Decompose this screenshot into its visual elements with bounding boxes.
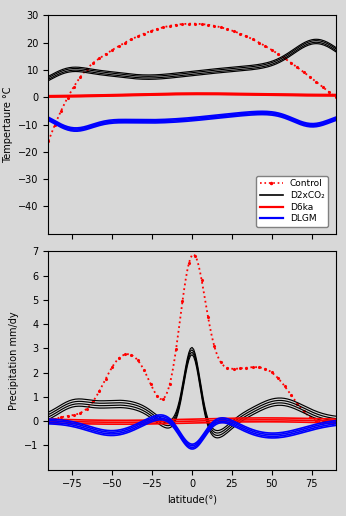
Y-axis label: Tempertaure °C: Tempertaure °C	[3, 86, 13, 163]
X-axis label: latitude(°): latitude(°)	[167, 495, 217, 505]
Legend: Control, D2xCO₂, D6ka, DLGM: Control, D2xCO₂, D6ka, DLGM	[256, 176, 328, 227]
Y-axis label: Precipitation mm/dy: Precipitation mm/dy	[9, 311, 19, 410]
